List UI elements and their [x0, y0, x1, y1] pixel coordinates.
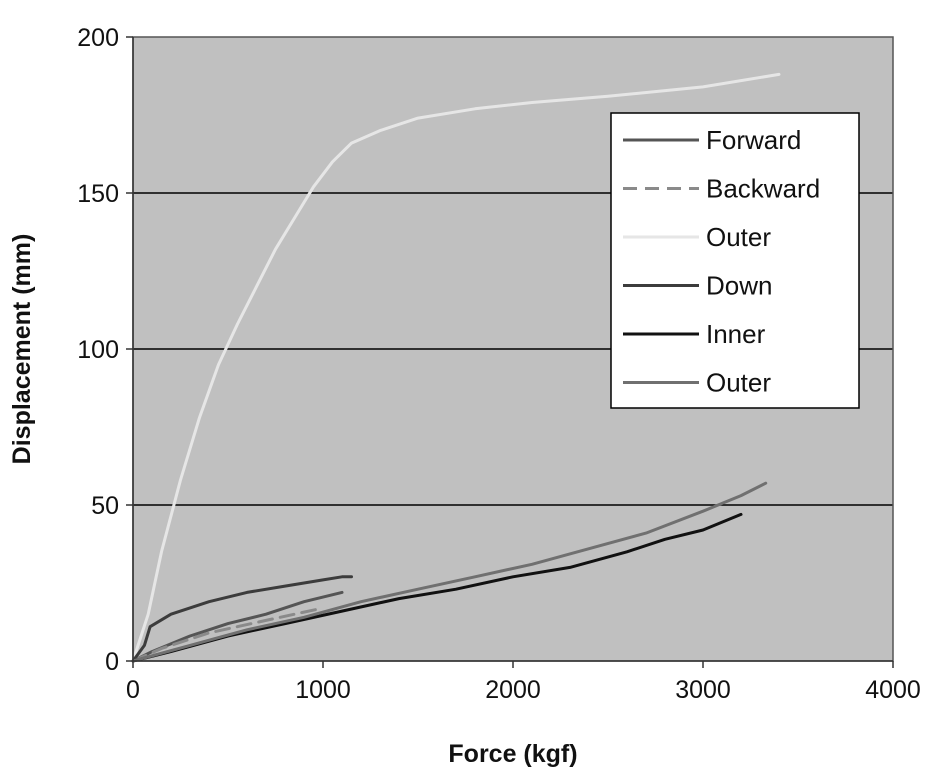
series-line-outer-5: [131, 481, 768, 663]
legend-label: Inner: [706, 319, 766, 349]
series-group: [131, 72, 781, 663]
y-axis-title: Displacement (mm): [8, 234, 36, 465]
legend-label: Outer: [706, 222, 771, 252]
x-tick-label: 4000: [865, 676, 921, 704]
y-tick-label: 200: [77, 24, 119, 52]
series-line-down-3: [131, 575, 353, 663]
legend: Forward Backward Outer Down Inner Outer: [610, 112, 860, 409]
x-axis-title: Force (kgf): [448, 740, 577, 768]
legend-label: Forward: [706, 125, 801, 155]
legend-label: Backward: [706, 174, 820, 204]
x-tick-label: 2000: [485, 676, 541, 704]
x-tick-label: 3000: [675, 676, 731, 704]
y-tick-label: 150: [77, 180, 119, 208]
y-tick-label: 50: [91, 492, 119, 520]
axes: [126, 36, 894, 668]
x-tick-label: 0: [126, 676, 140, 704]
legend-box: [610, 112, 860, 409]
legend-label: Down: [706, 271, 772, 301]
legend-label: Outer: [706, 368, 771, 398]
y-tick-label: 0: [105, 648, 119, 676]
y-tick-label: 100: [77, 336, 119, 364]
series-line-backward-1: [131, 606, 325, 663]
tick-labels: 0 1000 2000 3000 4000 0 50 100 150 200: [77, 24, 921, 704]
series-line-outer-2: [131, 72, 781, 663]
x-tick-label: 1000: [295, 676, 351, 704]
